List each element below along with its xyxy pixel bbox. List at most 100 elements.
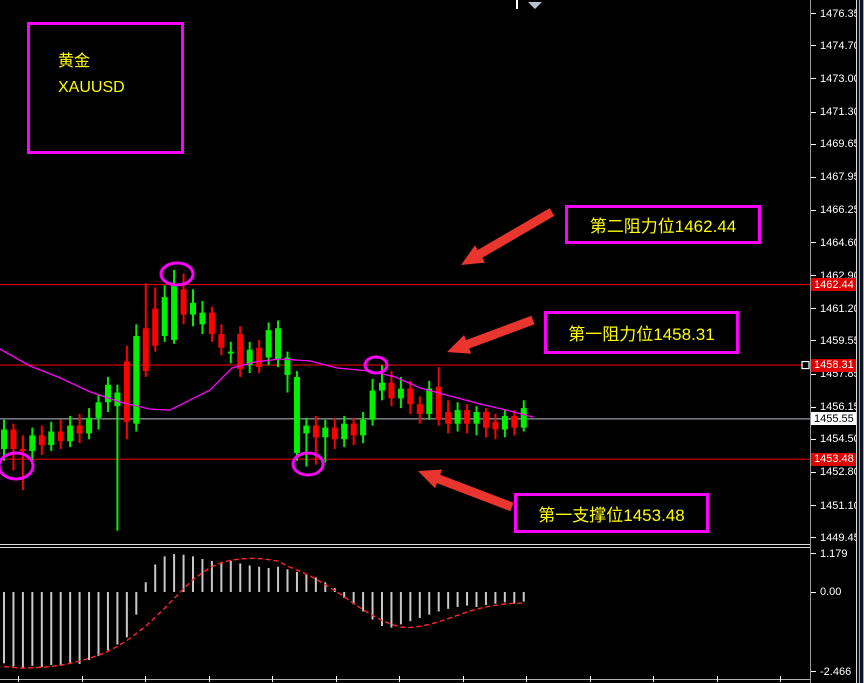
histogram-bar <box>418 592 421 618</box>
candle-body <box>369 390 376 420</box>
time-axis-tick <box>526 676 527 682</box>
shift-triangle-icon[interactable] <box>528 2 542 9</box>
candles-layer <box>1 269 527 531</box>
highlight-ellipses[interactable] <box>0 261 389 481</box>
price-axis-tick <box>811 176 816 178</box>
candle-body <box>38 435 45 446</box>
price-axis[interactable]: 1476.35 1474.70 1473.00 1471.30 1469.65 1467.… <box>810 0 860 683</box>
histogram-bar <box>324 582 327 592</box>
histogram-bar <box>229 560 232 592</box>
candle-body <box>237 334 244 370</box>
moving-average-line <box>0 348 534 418</box>
candle-body <box>227 351 234 354</box>
price-axis-tick <box>811 13 816 15</box>
pointer-arrow[interactable] <box>447 315 535 354</box>
candle-body <box>256 347 263 368</box>
candle-body <box>171 283 178 340</box>
indicator-axis-label: 0.00 <box>820 586 842 598</box>
candle-body <box>501 415 508 430</box>
histogram-bar <box>31 592 34 666</box>
annotation-arrows[interactable] <box>418 208 555 512</box>
histogram-bar <box>484 592 487 605</box>
histogram-bar <box>409 592 412 622</box>
panel-divider-top[interactable] <box>0 544 864 545</box>
price-axis-tick <box>811 471 816 473</box>
candle-body <box>123 361 130 422</box>
histogram-bar <box>239 563 242 592</box>
candle-body <box>303 425 310 434</box>
candle-wick <box>116 384 119 531</box>
candle-body <box>331 427 338 440</box>
histogram-bar <box>210 560 213 592</box>
price-axis-label: 1449.45 <box>820 531 860 544</box>
candle-body <box>1 429 7 450</box>
highlight-ellipse[interactable] <box>159 261 195 287</box>
level-price-tag: 1462.44 <box>811 278 857 292</box>
candle-body <box>397 388 404 399</box>
candle-body <box>48 431 55 446</box>
panel-divider-bottom[interactable] <box>0 547 864 548</box>
histogram-bar <box>305 574 308 592</box>
line-selection-handle[interactable] <box>801 360 810 370</box>
candle-body <box>133 336 140 424</box>
histogram-bar <box>97 592 100 657</box>
candle-wick <box>21 435 24 490</box>
histogram-bar <box>466 592 469 606</box>
candle-body <box>57 431 64 442</box>
histogram-bar <box>503 592 506 603</box>
histogram-bar <box>456 592 459 607</box>
highlight-ellipse[interactable] <box>363 355 389 375</box>
annotation-resistance-2-label: 第二阻力位1462.44 <box>589 217 737 236</box>
candle-body <box>218 334 225 348</box>
candle-body <box>29 435 36 451</box>
histogram-bar <box>40 592 43 668</box>
symbol-title-box[interactable]: 黄金 XAUUSD <box>27 22 184 154</box>
highlight-ellipse[interactable] <box>0 451 35 481</box>
candle-body <box>180 289 187 315</box>
candle-body <box>86 417 93 434</box>
candle-body <box>350 423 357 436</box>
indicator-axis-tick <box>811 671 816 673</box>
annotation-resistance-1[interactable]: 第一阻力位1458.31 <box>544 311 739 354</box>
histogram-bar <box>125 592 128 638</box>
histogram-bar <box>154 564 157 592</box>
time-axis-line <box>0 679 857 680</box>
annotation-resistance-1-label: 第一阻力位1458.31 <box>568 325 715 344</box>
highlight-ellipse[interactable] <box>291 451 325 477</box>
time-axis-tick <box>335 676 337 682</box>
annotation-resistance-2[interactable]: 第二阻力位1462.44 <box>565 205 761 244</box>
pointer-arrow[interactable] <box>418 469 514 512</box>
time-axis-tick <box>18 676 19 682</box>
candle-body <box>473 412 480 424</box>
histogram-bar <box>88 592 91 661</box>
candle-body <box>114 392 121 407</box>
candle-body <box>95 402 102 418</box>
candle-body <box>322 427 329 438</box>
signal-line <box>3 557 524 669</box>
candle-body <box>407 388 414 405</box>
window-scrollbar[interactable] <box>856 0 864 683</box>
candle-body <box>161 297 168 337</box>
annotation-support-1[interactable]: 第一支撑位1453.48 <box>514 493 709 533</box>
time-axis-tick <box>462 676 464 682</box>
main-chart-canvas[interactable] <box>0 0 810 545</box>
time-axis-tick <box>208 676 210 682</box>
histogram-bar <box>144 582 147 592</box>
candle-body <box>152 308 159 346</box>
price-axis-label: 1469.65 <box>820 138 860 151</box>
candle-body <box>492 421 499 430</box>
time-axis[interactable] <box>0 676 857 683</box>
histogram-bar <box>248 565 251 592</box>
chart-shift-marker <box>516 0 542 9</box>
histogram-bar <box>106 592 109 651</box>
histogram-bar <box>494 592 497 604</box>
time-axis-tick <box>589 676 591 682</box>
pointer-arrow[interactable] <box>461 208 555 265</box>
price-axis-label: 1459.55 <box>820 334 860 347</box>
indicator-panel-canvas[interactable] <box>0 548 810 676</box>
price-axis-label: 1466.25 <box>820 204 860 217</box>
candle-wick <box>324 419 327 463</box>
histogram-bar <box>50 592 53 665</box>
candle-body <box>142 328 149 372</box>
candle-body <box>482 412 489 428</box>
